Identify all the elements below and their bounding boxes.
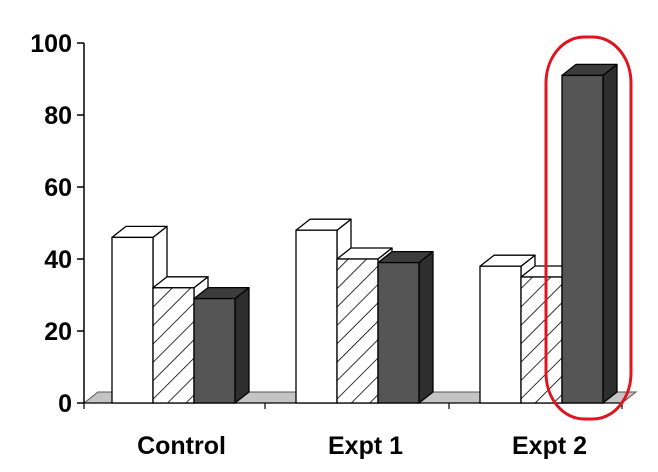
bar-front [561,74,604,404]
bar-front [152,287,195,404]
y-tick-label: 20 [44,318,72,346]
bar-front [520,276,563,404]
bar-side [418,250,434,404]
highlight-ellipse [544,35,633,421]
bar [561,63,618,404]
y-tick-label: 0 [58,390,72,418]
bar-front [377,261,420,404]
bar-side [602,63,618,404]
bar-front [111,236,154,404]
y-tick-label: 60 [44,174,72,202]
bars [111,63,618,404]
bar [377,250,434,404]
bar-side [234,286,250,404]
bar-front [336,258,379,404]
y-axis: 0 20 40 60 80 100 [30,30,623,418]
category-labels: Control Expt 1 Expt 2 [137,432,587,460]
y-tick-label: 40 [44,246,72,274]
highlight-annotation [544,35,633,421]
bar-front [193,297,236,404]
y-tick-label: 100 [30,30,72,58]
bar [193,286,250,404]
y-tick-label: 80 [44,102,72,130]
x-category-label: Expt 2 [512,432,587,460]
x-category-label: Expt 1 [328,432,403,460]
x-category-label: Control [137,432,226,460]
bar-front [295,229,338,404]
bar-front [479,265,522,404]
